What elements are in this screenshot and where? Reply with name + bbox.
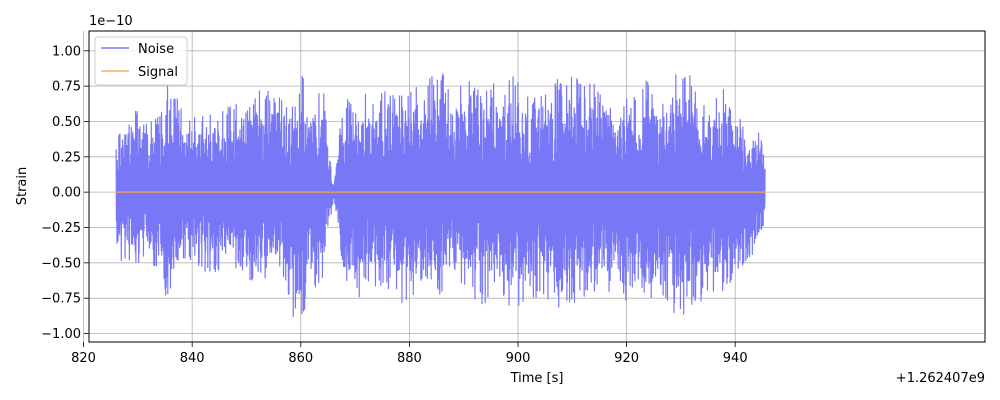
y-tick-label: 0.00: [52, 186, 81, 201]
y-tick-label: −0.75: [41, 292, 81, 307]
y-tick-label: 0.25: [52, 150, 81, 165]
x-tick-label: 860: [288, 351, 313, 366]
legend: Noise Signal: [94, 36, 188, 86]
x-axis-ticks: 820 840 860 880 900 920 940: [71, 342, 748, 366]
y-tick-label: −0.50: [41, 256, 81, 271]
x-tick-label: 920: [614, 351, 639, 366]
legend-noise-label: Noise: [138, 42, 174, 57]
noise-series: [115, 73, 766, 317]
y-axis-ticks: −1.00 −0.75 −0.50 −0.25 0.00 0.25 0.50 0.75 1.00: [41, 44, 89, 342]
x-tick-label: 900: [506, 351, 531, 366]
y-tick-label: 1.00: [52, 44, 81, 59]
noise-line: [115, 73, 766, 317]
x-tick-label: 880: [397, 351, 422, 366]
x-tick-label: 940: [723, 351, 748, 366]
x-tick-label: 820: [71, 351, 96, 366]
legend-signal-label: Signal: [138, 65, 178, 80]
plot-frame: [88, 30, 986, 343]
y-scale-label: 1e−10: [89, 14, 133, 29]
y-tick-label: −1.00: [41, 327, 81, 342]
x-axis-title: Time [s]: [510, 371, 564, 386]
x-offset-label: +1.262407e9: [896, 371, 985, 386]
y-tick-label: 0.50: [52, 115, 81, 130]
y-tick-label: 0.75: [52, 80, 81, 95]
y-axis-title: Strain: [15, 167, 30, 206]
legend-box: [94, 36, 188, 86]
x-tick-label: 840: [180, 351, 205, 366]
y-tick-label: −0.25: [41, 221, 81, 236]
